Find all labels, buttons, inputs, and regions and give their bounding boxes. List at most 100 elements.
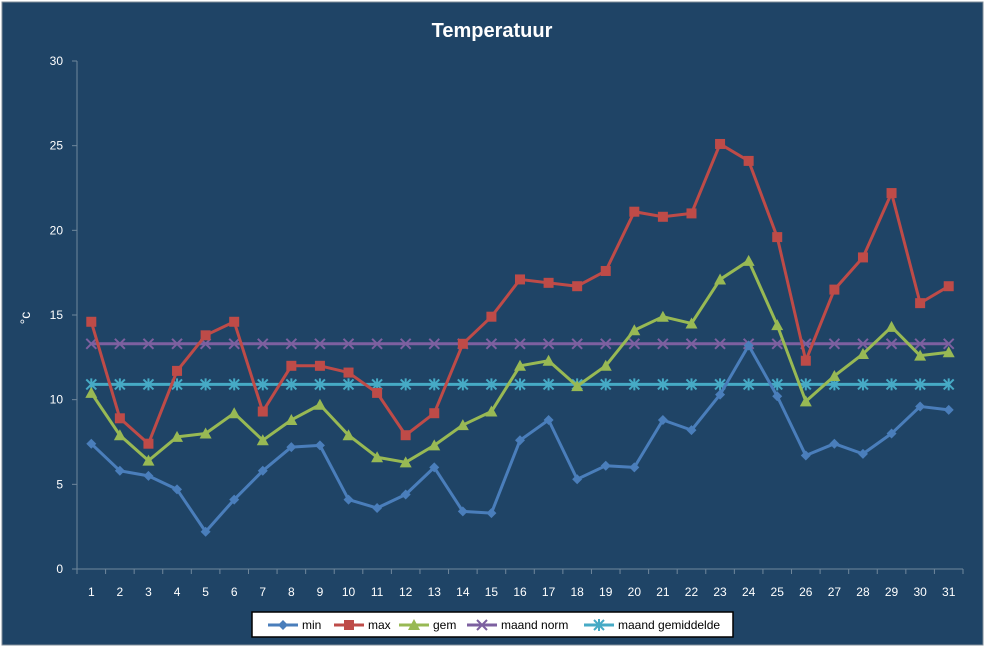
data-point-gem	[514, 359, 526, 371]
y-tick-label: 30	[50, 54, 64, 68]
x-tick-label: 18	[570, 585, 584, 599]
data-point-max	[686, 208, 697, 219]
data-point-maand-gemiddelde	[857, 378, 869, 391]
data-point-maand-norm	[943, 338, 955, 350]
series-min	[86, 340, 954, 537]
data-point-min	[257, 465, 268, 476]
data-point-maand-gemiddelde	[314, 378, 326, 391]
legend-swatch-marker	[344, 620, 354, 630]
data-point-gem	[885, 320, 898, 332]
data-point-max	[829, 284, 840, 295]
data-point-max	[715, 138, 726, 149]
data-point-maand-norm	[571, 338, 583, 350]
data-point-max	[114, 413, 125, 424]
data-point-maand-gemiddelde	[257, 378, 269, 391]
data-point-maand-norm	[371, 338, 383, 350]
data-point-max	[800, 355, 811, 366]
legend-item-max: max	[334, 618, 391, 632]
data-point-min	[429, 462, 440, 473]
data-point-maand-gemiddelde	[399, 378, 412, 391]
data-point-min	[114, 465, 125, 476]
data-point-min	[143, 470, 154, 481]
data-point-max	[372, 387, 383, 398]
legend-label: gem	[433, 618, 456, 632]
legend-item-min: min	[268, 618, 321, 632]
data-point-max	[429, 408, 440, 419]
data-point-gem	[799, 395, 812, 407]
data-point-maand-norm	[771, 338, 783, 350]
legend-label: maand gemiddelde	[618, 618, 720, 632]
x-tick-label: 13	[428, 585, 442, 599]
x-tick-label: 28	[856, 585, 870, 599]
x-tick-label: 3	[145, 585, 152, 599]
data-point-maand-gemiddelde	[742, 378, 755, 391]
legend-label: maand norm	[501, 618, 568, 632]
data-point-min	[743, 340, 754, 351]
x-tick-label: 25	[771, 585, 785, 599]
data-point-min	[229, 494, 240, 505]
data-point-maand-gemiddelde	[342, 378, 355, 391]
data-point-max	[515, 274, 525, 285]
x-tick-label: 2	[117, 585, 124, 599]
data-point-gem	[85, 386, 98, 398]
x-tick-label: 30	[913, 585, 927, 599]
data-point-min	[572, 474, 583, 485]
data-point-maand-norm	[85, 338, 97, 350]
legend-swatch-marker	[593, 619, 605, 631]
data-point-gem	[256, 434, 269, 446]
series-max	[86, 138, 954, 449]
x-tick-label: 1	[88, 585, 95, 599]
data-point-gem	[542, 354, 555, 366]
y-axis-label: °c	[17, 312, 33, 325]
data-point-gem	[142, 454, 155, 466]
x-tick-label: 11	[371, 585, 384, 599]
data-point-min	[829, 438, 840, 449]
data-point-maand-norm	[914, 338, 926, 350]
data-point-maand-norm	[285, 338, 298, 350]
data-point-gem	[914, 349, 927, 361]
data-point-maand-norm	[600, 338, 612, 350]
data-point-gem	[371, 451, 384, 463]
data-point-min	[800, 450, 811, 461]
data-point-gem	[228, 407, 241, 419]
series-layer	[85, 138, 955, 537]
legend-swatch-marker	[476, 619, 488, 631]
data-point-max	[857, 252, 868, 263]
data-point-maand-norm	[542, 338, 555, 350]
data-point-maand-norm	[885, 338, 898, 350]
data-point-min	[886, 428, 897, 439]
data-point-max	[229, 316, 240, 327]
data-point-maand-norm	[314, 338, 326, 350]
y-tick-label: 0	[56, 562, 63, 576]
data-point-gem	[685, 317, 698, 329]
data-point-min	[629, 462, 640, 473]
data-point-gem	[856, 347, 869, 359]
data-point-min	[172, 484, 183, 495]
data-point-maand-gemiddelde	[914, 378, 926, 391]
data-point-min	[400, 489, 411, 500]
x-tick-label: 16	[513, 585, 527, 599]
data-point-min	[657, 414, 668, 425]
legend-item-gem: gem	[399, 618, 456, 632]
data-point-maand-gemiddelde	[600, 378, 612, 391]
data-point-gem	[571, 380, 584, 392]
data-point-maand-norm	[514, 338, 526, 350]
data-point-maand-gemiddelde	[800, 378, 812, 391]
data-point-max	[286, 360, 297, 371]
data-point-maand-norm	[628, 338, 641, 350]
data-point-min	[86, 438, 97, 449]
data-point-max	[457, 338, 468, 349]
data-point-min	[286, 442, 297, 453]
x-tick-label: 9	[317, 585, 324, 599]
x-axis-ticks: 1 2 3 4 5 6 7 8 9 10 11 12 13 14 15 16 17 18 19 20 21 22 23 24 2…	[76, 569, 964, 599]
data-point-min	[372, 503, 383, 514]
x-tick-label: 14	[456, 585, 470, 599]
data-point-maand-norm	[714, 338, 726, 350]
x-tick-label: 29	[885, 585, 899, 599]
data-point-min	[457, 506, 468, 517]
data-point-maand-gemiddelde	[228, 378, 240, 391]
x-tick-label: 8	[288, 585, 295, 599]
data-point-max	[886, 188, 897, 199]
data-point-max	[200, 330, 211, 341]
legend-item-maand-gemiddelde: maand gemiddelde	[584, 618, 720, 632]
